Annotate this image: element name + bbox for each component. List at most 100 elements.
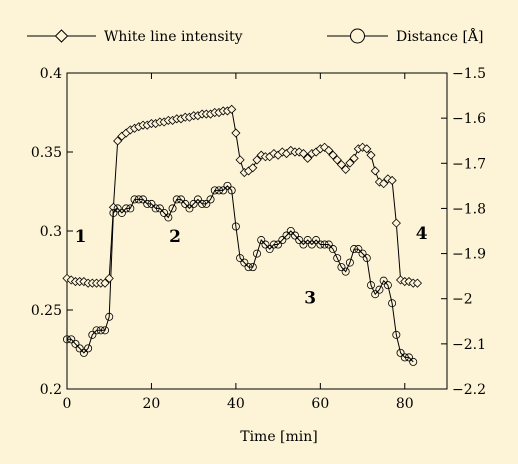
y-left-tick-label: 0.25	[31, 303, 62, 319]
x-axis-label: Time [min]	[240, 429, 318, 445]
white-line-intensity-point	[113, 136, 123, 146]
distance-point	[354, 245, 363, 254]
x-tick-label: 60	[311, 396, 329, 412]
distance-point	[312, 236, 321, 245]
distance-point	[126, 204, 135, 213]
distance-point	[134, 195, 143, 204]
distance-point	[290, 231, 299, 240]
white-line-intensity-point	[336, 160, 347, 170]
distance-point	[409, 357, 418, 366]
distance-point	[341, 267, 350, 276]
white-line-intensity-point	[370, 166, 380, 176]
y-right-tick-label: −2	[452, 292, 473, 308]
axis-ticks: 0 20 40 60 80 0.2 0.25 0.3 0.35 0.4 −2.2 −2.1 −2 −1.9…	[31, 66, 486, 412]
distance-point	[185, 204, 194, 213]
white-line-intensity-point	[104, 273, 114, 283]
y-right-tick-label: −2.2	[452, 382, 486, 398]
distance-point	[400, 353, 409, 362]
distance-point	[202, 199, 211, 208]
y-left-tick-label: 0.35	[31, 145, 62, 161]
distance-point	[383, 281, 392, 290]
distance-point	[67, 335, 76, 344]
distance-series-line	[67, 185, 414, 363]
legend-diamond-marker	[54, 29, 69, 43]
y-right-tick-label: −1.9	[452, 247, 486, 263]
series-markers	[62, 104, 423, 366]
distance-point	[113, 204, 122, 213]
distance-point	[295, 236, 304, 245]
distance-point	[278, 236, 287, 245]
distance-point	[210, 186, 219, 195]
white-line-intensity-point	[235, 155, 245, 165]
distance-point	[79, 348, 88, 357]
distance-point	[176, 195, 185, 204]
y-left-tick-label: 0.2	[40, 382, 62, 398]
x-tick-label: 40	[227, 396, 245, 412]
distance-point	[84, 344, 93, 353]
distance-point	[88, 330, 97, 339]
distance-point	[248, 263, 257, 272]
y-right-tick-label: −1.8	[452, 201, 486, 217]
distance-point	[160, 208, 169, 217]
distance-point	[303, 236, 312, 245]
distance-point	[350, 245, 359, 254]
distance-point	[388, 299, 397, 308]
distance-point	[138, 195, 147, 204]
y-right-tick-label: −1.7	[452, 156, 486, 172]
legend-label: Distance [Å]	[396, 27, 484, 45]
distance-point	[244, 263, 253, 272]
white-line-intensity-point	[303, 153, 313, 163]
distance-point	[362, 254, 371, 263]
distance-point	[282, 231, 291, 240]
white-line-intensity-point	[100, 278, 110, 288]
distance-point	[105, 312, 114, 321]
distance-point	[371, 290, 380, 299]
distance-point	[261, 240, 270, 249]
distance-point	[240, 258, 249, 267]
x-tick-label: 20	[143, 396, 161, 412]
y-right-tick-label: −2.1	[452, 337, 486, 353]
white-line-intensity-point	[298, 149, 309, 159]
region-label: 1	[75, 227, 87, 247]
distance-point	[122, 204, 131, 213]
white-line-intensity-point	[379, 179, 389, 189]
white-line-intensity-point	[332, 155, 342, 165]
legend: White line intensity Distance [Å]	[27, 27, 484, 45]
distance-point	[101, 326, 110, 335]
white-line-intensity-point	[366, 150, 376, 160]
white-line-intensity-point	[227, 104, 237, 114]
white-line-intensity-point	[362, 144, 372, 154]
distance-point	[92, 326, 101, 335]
distance-point	[337, 263, 346, 272]
x-tick-label: 0	[63, 396, 72, 412]
distance-point	[130, 195, 139, 204]
y-right-tick-label: −1.5	[452, 66, 486, 82]
distance-point	[181, 199, 190, 208]
distance-point	[236, 254, 245, 263]
plot-area-border	[66, 72, 448, 390]
distance-point	[227, 186, 236, 195]
white-line-intensity-point	[252, 155, 262, 165]
distance-point	[269, 240, 278, 249]
distance-point	[252, 249, 261, 258]
distance-point	[193, 195, 202, 204]
distance-point	[328, 245, 337, 254]
distance-point	[223, 181, 232, 190]
distance-point	[231, 222, 240, 231]
white-line-intensity-point	[324, 145, 334, 155]
distance-point	[274, 240, 283, 249]
distance-point	[265, 245, 274, 254]
region-label: 3	[304, 289, 316, 309]
white-line-intensity-point	[349, 153, 359, 163]
white-line-intensity-point	[248, 163, 258, 173]
distance-point	[307, 240, 316, 249]
distance-point	[109, 208, 118, 217]
distance-point	[392, 330, 401, 339]
distance-point	[358, 249, 367, 258]
y-right-tick-label: −1.6	[452, 111, 486, 127]
distance-point	[219, 186, 228, 195]
distance-point	[324, 240, 333, 249]
distance-point	[366, 281, 375, 290]
y-left-tick-label: 0.3	[40, 224, 62, 240]
